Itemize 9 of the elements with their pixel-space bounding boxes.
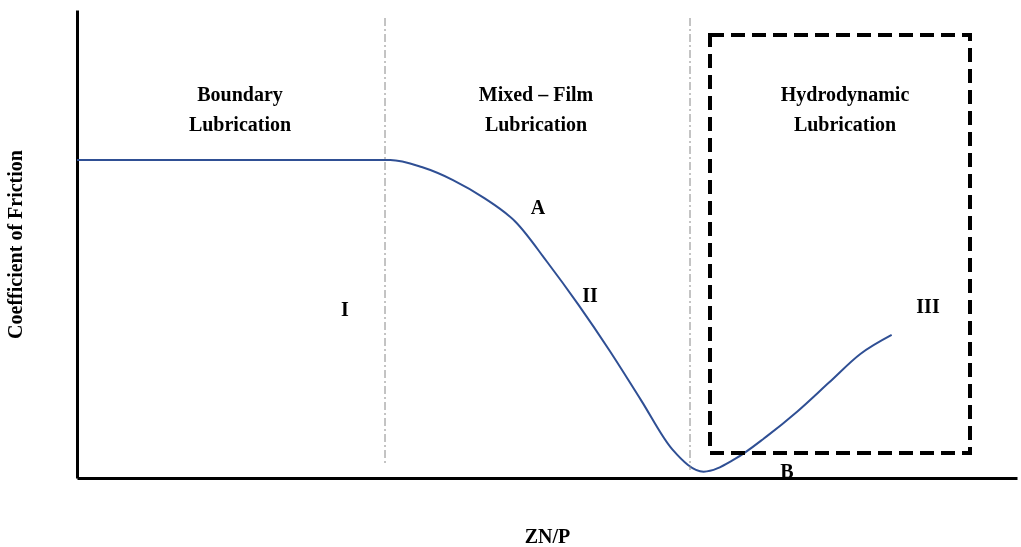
text: Hydrodynamic Lubrication: [780, 83, 910, 135]
text: Boundary Lubrication: [188, 83, 292, 135]
x-axis-title: ZN/P: [524, 524, 571, 547]
annotation: I: [341, 298, 350, 320]
text: Mixed – Film Lubrication: [478, 83, 594, 135]
y-axis-title: Coefficient of Friction: [3, 150, 26, 339]
annotation: III: [916, 295, 940, 317]
annotation: II: [582, 284, 598, 306]
annotation: A: [530, 196, 546, 218]
